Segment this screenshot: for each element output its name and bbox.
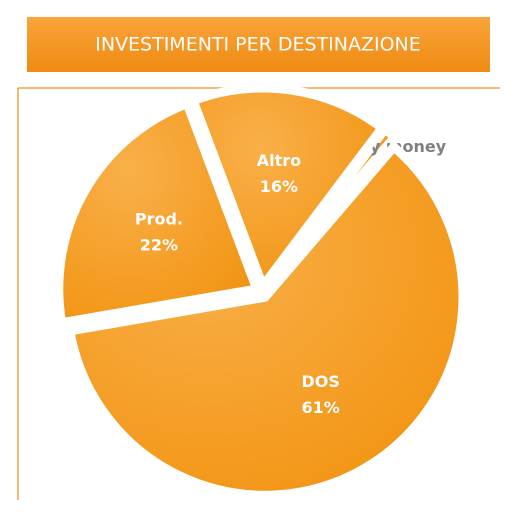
pie-slice	[54, 97, 263, 328]
slice-value-label: 16%	[260, 177, 298, 196]
chart-title: INVESTIMENTI PER DESTINAZIONE	[95, 34, 421, 56]
slice-value-label: 61%	[302, 398, 340, 417]
slice-value-label: 22%	[140, 235, 178, 254]
slice-label: Altro	[257, 151, 301, 170]
pie-slice	[64, 140, 468, 500]
slice-label: Prod.	[135, 209, 183, 228]
slice-label: DOS	[301, 372, 339, 391]
title-banner	[27, 17, 490, 72]
pie-slice	[187, 83, 389, 296]
